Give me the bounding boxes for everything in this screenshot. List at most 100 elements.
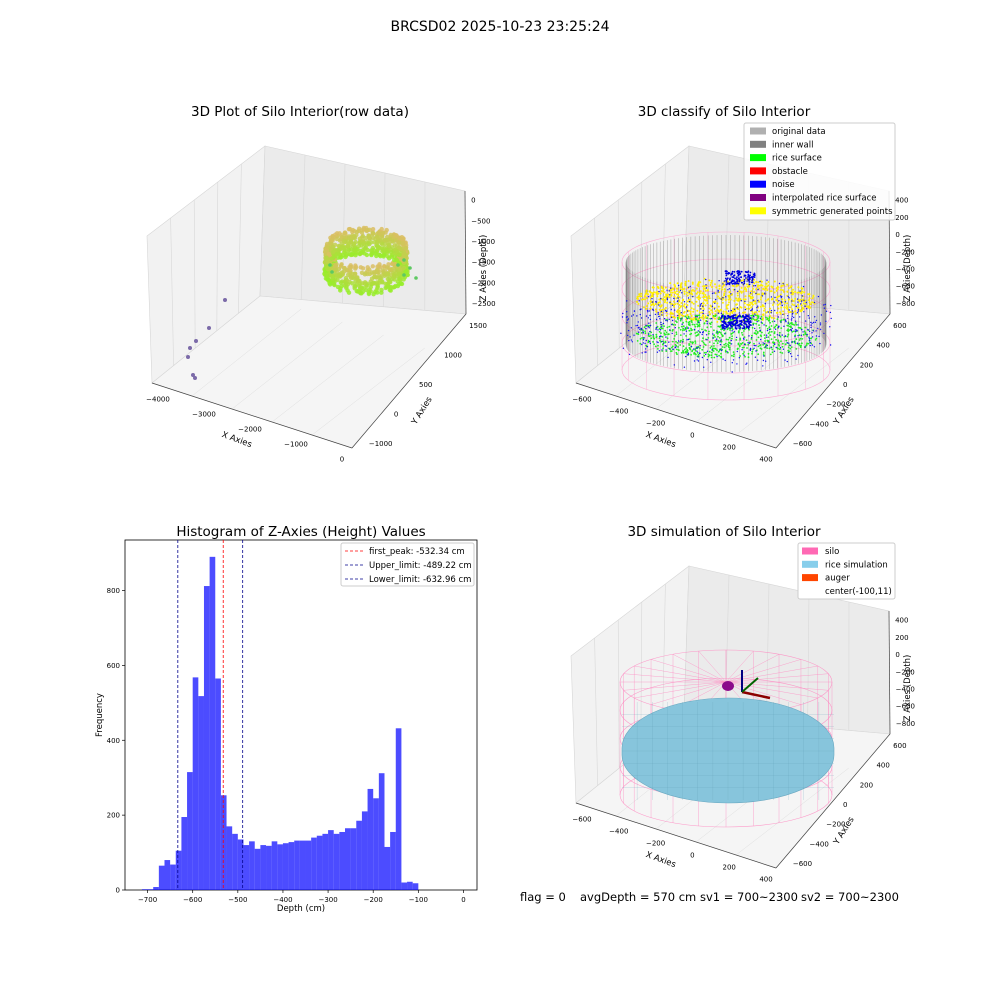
symmetric-point bbox=[776, 295, 779, 298]
rice-surface-point bbox=[773, 336, 776, 339]
raw-point bbox=[398, 281, 404, 286]
rice-surface-point bbox=[639, 342, 642, 345]
symmetric-point bbox=[720, 308, 723, 311]
rice-surface-point bbox=[770, 338, 773, 341]
rice-surface-point bbox=[751, 326, 754, 329]
noise-point bbox=[721, 324, 724, 327]
rice-surface-point bbox=[691, 323, 694, 326]
histogram-legend-label: Lower_limit: -632.96 cm bbox=[369, 575, 471, 585]
raw-y-tick: −1000 bbox=[369, 440, 393, 448]
noise-point bbox=[743, 354, 745, 356]
symmetric-point bbox=[704, 289, 707, 292]
rice-surface-point bbox=[697, 333, 700, 336]
classify-legend-label: interpolated rice surface bbox=[772, 194, 877, 204]
noise-point bbox=[759, 280, 761, 283]
symmetric-point bbox=[684, 306, 687, 309]
noise-point bbox=[736, 276, 738, 279]
noise-point bbox=[745, 277, 747, 279]
noise-point bbox=[683, 366, 686, 368]
noise-point bbox=[677, 300, 679, 302]
noise-point bbox=[711, 305, 714, 307]
noise-point bbox=[659, 335, 661, 338]
classify-x-tick: −600 bbox=[572, 396, 591, 404]
rice-surface-point bbox=[665, 350, 668, 352]
noise-point bbox=[817, 295, 820, 298]
raw-3d-box bbox=[146, 145, 467, 449]
noise-point bbox=[797, 310, 799, 312]
symmetric-point bbox=[745, 290, 748, 292]
noise-point bbox=[829, 326, 831, 328]
noise-point bbox=[752, 324, 754, 326]
raw-point bbox=[383, 285, 388, 291]
rice-surface-point bbox=[770, 330, 773, 333]
raw-point bbox=[342, 265, 347, 271]
noise-point bbox=[829, 344, 832, 346]
noise-point bbox=[658, 350, 660, 352]
noise-point bbox=[699, 305, 701, 307]
symmetric-point bbox=[677, 293, 680, 296]
panel-histogram: Histogram of Z-Axies (Height) Values −70… bbox=[95, 524, 478, 914]
rice-surface-point bbox=[716, 342, 719, 344]
grid-line bbox=[807, 592, 810, 727]
rice-surface-point bbox=[707, 337, 710, 339]
noise-point bbox=[742, 316, 745, 318]
noise-point bbox=[799, 316, 801, 318]
noise-point bbox=[756, 309, 758, 311]
noise-point bbox=[770, 312, 772, 314]
noise-point bbox=[795, 305, 798, 307]
noise-point bbox=[789, 353, 792, 355]
symmetric-point bbox=[638, 295, 641, 298]
rice-surface-point bbox=[794, 334, 797, 337]
histogram-bar bbox=[395, 728, 402, 890]
symmetric-point bbox=[681, 299, 684, 302]
grid-line bbox=[216, 181, 219, 331]
symmetric-point bbox=[758, 310, 761, 313]
symmetric-point bbox=[723, 292, 726, 295]
simulation-y-tick: 200 bbox=[860, 781, 873, 789]
rice-surface-point bbox=[690, 329, 693, 332]
rice-surface-point bbox=[707, 332, 710, 335]
symmetric-point bbox=[743, 302, 746, 305]
noise-point bbox=[680, 318, 682, 320]
symmetric-point bbox=[673, 283, 676, 286]
noise-point bbox=[810, 326, 812, 329]
symmetric-point bbox=[801, 290, 804, 293]
rice-surface-point bbox=[644, 332, 647, 335]
symmetric-point bbox=[722, 310, 725, 313]
noise-point bbox=[713, 308, 716, 310]
symmetric-point bbox=[703, 277, 706, 280]
rice-surface-point bbox=[778, 345, 781, 347]
symmetric-point bbox=[809, 303, 812, 306]
raw-point bbox=[337, 231, 342, 236]
grid-line bbox=[231, 321, 343, 410]
symmetric-point bbox=[809, 306, 812, 309]
symmetric-point bbox=[711, 311, 714, 314]
noise-point bbox=[744, 317, 747, 319]
symmetric-point bbox=[716, 295, 719, 298]
rice-surface-point bbox=[718, 337, 721, 339]
noise-point bbox=[699, 304, 702, 306]
symmetric-point bbox=[662, 288, 665, 291]
symmetric-point bbox=[710, 279, 713, 282]
noise-point bbox=[726, 317, 729, 320]
noise-point bbox=[665, 319, 667, 322]
noise-point bbox=[702, 305, 704, 307]
noise-point bbox=[766, 329, 769, 332]
noise-point bbox=[674, 327, 676, 329]
noise-point bbox=[647, 317, 649, 319]
raw-point bbox=[359, 250, 365, 255]
noise-point bbox=[659, 329, 662, 331]
symmetric-point bbox=[653, 291, 655, 294]
rice-surface-point bbox=[791, 323, 793, 326]
noise-point bbox=[648, 333, 650, 335]
rice-surface-point bbox=[706, 317, 708, 319]
symmetric-point bbox=[782, 284, 785, 287]
noise-point bbox=[756, 320, 758, 323]
symmetric-point bbox=[785, 305, 788, 307]
noise-point bbox=[823, 304, 825, 306]
noise-point bbox=[660, 310, 663, 313]
symmetric-point bbox=[673, 295, 676, 298]
histogram-bar bbox=[181, 817, 188, 890]
raw-point bbox=[387, 242, 392, 247]
